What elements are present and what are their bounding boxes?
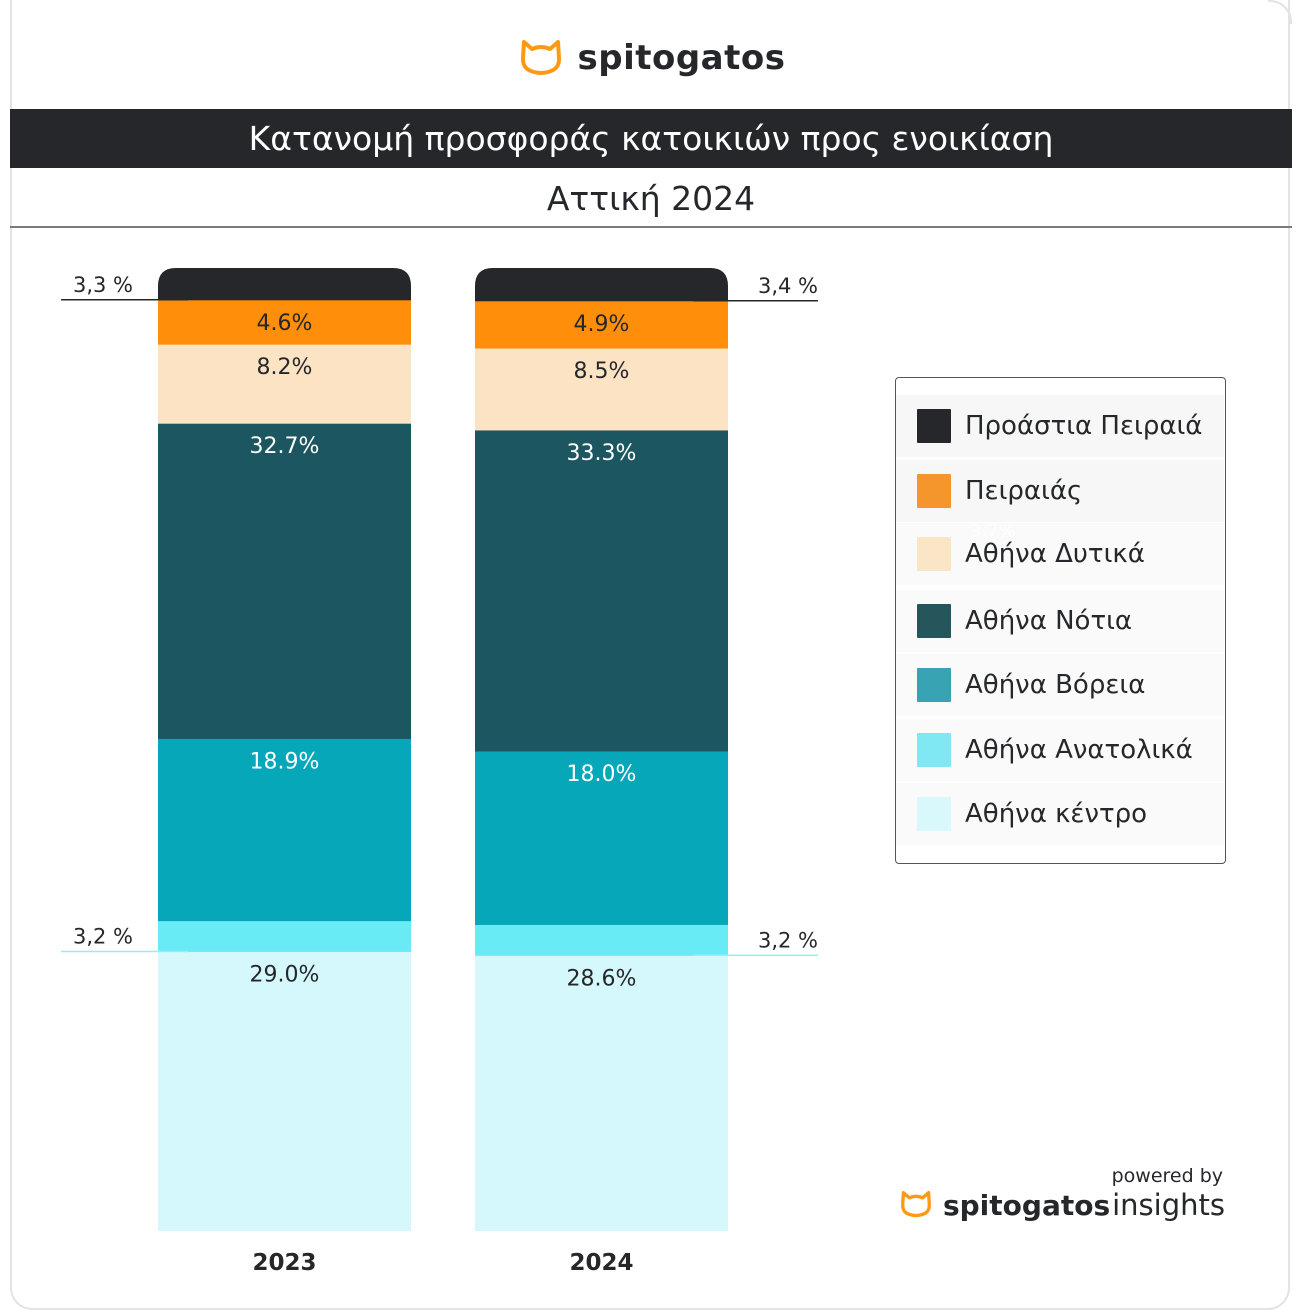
footer-brand: spitogatosinsights — [899, 1188, 1225, 1222]
bar-segment — [475, 924, 728, 956]
cat-head-icon — [899, 1188, 933, 1222]
legend-item: Αθήνα Νότια — [896, 590, 1224, 652]
bar-segment — [158, 423, 411, 739]
data-label: 4.6% — [257, 311, 313, 336]
data-label: 8.5% — [574, 359, 630, 384]
bar-segment — [475, 300, 728, 349]
bar-segment — [158, 344, 411, 424]
x-tick-label: 2023 — [252, 1250, 316, 1276]
chart-title: Κατανομή προσφοράς κατοικιών προς ενοικί… — [10, 109, 1292, 168]
legend-swatch — [917, 797, 951, 831]
legend-item: Πειραιάς — [896, 460, 1224, 522]
legend-item: Αθήνα Ανατολικά — [896, 719, 1224, 781]
legend-item: Προάστια Πειραιά — [896, 395, 1224, 457]
legend-swatch — [917, 733, 951, 767]
legend-item: Αθήνα Βόρεια — [896, 654, 1224, 716]
legend-item: Αθήνα κέντρο — [896, 783, 1224, 845]
bar-segment — [158, 738, 411, 922]
bar-segment — [158, 951, 411, 1231]
powered-by-label: powered by — [1111, 1165, 1223, 1187]
legend-swatch — [917, 537, 951, 571]
bar-segment — [158, 920, 411, 952]
data-label: 33.3% — [567, 441, 637, 466]
bar-segment — [158, 299, 411, 345]
legend-label: Αθήνα Νότια — [965, 606, 1133, 636]
legend-label: Αθήνα Δυτικά — [965, 539, 1145, 569]
bar-segment — [475, 955, 728, 1231]
cat-head-icon — [518, 36, 564, 80]
legend-label: Αθήνα Βόρεια — [965, 670, 1146, 700]
chart-subtitle: Αττική 2024 — [546, 178, 756, 218]
data-label: 4.9% — [574, 312, 630, 337]
bar-segment — [158, 268, 411, 301]
legend-swatch — [917, 604, 951, 638]
x-tick-label: 2024 — [569, 1250, 633, 1276]
data-label: 18.9% — [250, 749, 320, 774]
bar-segment — [475, 429, 728, 752]
callout-label: 3,3 % — [73, 273, 133, 297]
legend-label: Προάστια Πειραιά — [965, 411, 1203, 441]
header-divider — [10, 226, 1292, 228]
legend-swatch — [917, 409, 951, 443]
data-label: 32.7% — [250, 434, 320, 459]
callout-label: 3,4 % — [758, 274, 818, 298]
chart-legend: Προάστια Πειραιά Πειραιάς Αθήνα Δυτικά Αθήν… — [895, 377, 1226, 864]
callout-label: 3,2 % — [73, 924, 133, 948]
legend-label: Αθήνα Ανατολικά — [965, 735, 1193, 765]
bar-segment — [475, 268, 728, 302]
chart-card — [10, 0, 1290, 1310]
legend-item: Αθήνα Δυτικά — [896, 523, 1224, 585]
data-label: 28.6% — [567, 966, 637, 991]
legend-label: Αθήνα κέντρο — [965, 799, 1148, 829]
data-label: 29.0% — [250, 962, 320, 987]
legend-swatch — [917, 474, 951, 508]
footer-brand-name: spitogatos — [942, 1189, 1111, 1222]
footer-product-name: insights — [1112, 1188, 1225, 1222]
ghost-data-label: 3.7% — [970, 521, 1016, 542]
brand-logo-text: spitogatos — [577, 38, 786, 78]
legend-swatch — [917, 668, 951, 702]
data-label: 18.0% — [567, 762, 637, 787]
data-label: 8.2% — [257, 355, 313, 380]
brand-header: spitogatos — [0, 36, 1303, 80]
bar-segment — [475, 348, 728, 431]
bar-segment — [475, 750, 728, 925]
callout-label: 3,2 % — [758, 928, 818, 952]
legend-label: Πειραιάς — [965, 476, 1083, 506]
